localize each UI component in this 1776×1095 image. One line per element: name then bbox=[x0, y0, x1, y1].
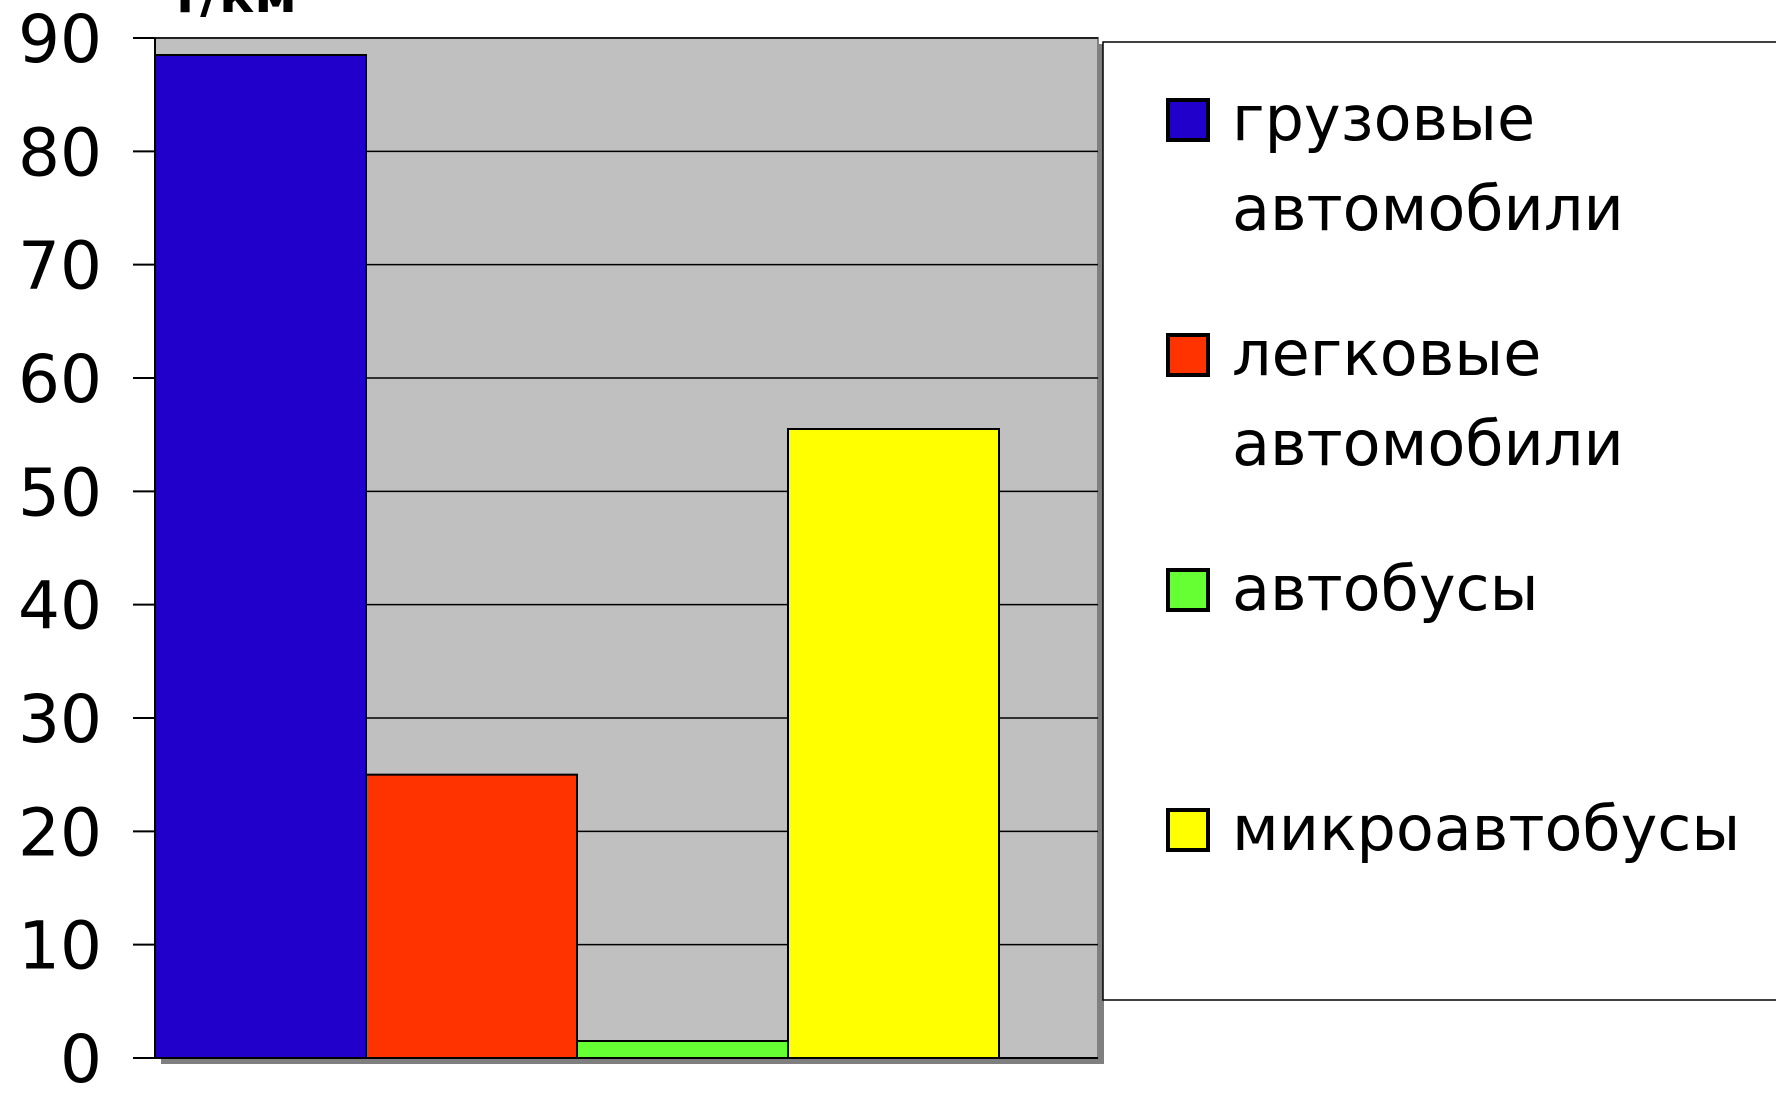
y-tick-label: 70 bbox=[18, 228, 102, 305]
legend-label-line: легковые bbox=[1232, 317, 1541, 390]
y-axis: 0 10 20 30 40 50 60 70 80 90 bbox=[18, 1, 1098, 1095]
bar bbox=[787, 428, 1000, 1059]
legend-swatch bbox=[1166, 98, 1210, 142]
legend: грузовые автомобили легковые автомобили авто… bbox=[1102, 41, 1776, 1001]
y-axis-unit-label: т/км bbox=[170, 0, 297, 25]
legend-swatch bbox=[1166, 568, 1210, 612]
legend-box bbox=[1102, 41, 1776, 1001]
legend-label: микроавтобусы bbox=[1232, 792, 1740, 865]
legend-label-line: автомобили bbox=[1232, 407, 1624, 480]
bars bbox=[154, 54, 1000, 1060]
legend-label: легковые автомобили bbox=[1232, 317, 1624, 480]
bar bbox=[365, 773, 578, 1060]
y-tick-label: 50 bbox=[18, 454, 102, 531]
bar bbox=[576, 1040, 789, 1059]
y-tick-label: 10 bbox=[18, 908, 102, 985]
y-tick-label: 20 bbox=[18, 794, 102, 871]
y-tick-label: 40 bbox=[18, 568, 102, 645]
legend-label-line: микроавтобусы bbox=[1232, 792, 1740, 865]
y-tick-label: 60 bbox=[18, 341, 102, 418]
legend-label-line: автомобили bbox=[1232, 172, 1624, 245]
legend-label: автобусы bbox=[1232, 552, 1539, 625]
legend-swatch bbox=[1166, 333, 1210, 377]
y-tick-label: 90 bbox=[18, 1, 102, 78]
bar bbox=[154, 54, 367, 1059]
y-tick-label: 0 bbox=[60, 1021, 102, 1095]
legend-label: грузовые автомобили bbox=[1232, 82, 1624, 245]
legend-label-line: грузовые bbox=[1232, 82, 1535, 155]
legend-label-line: автобусы bbox=[1232, 552, 1539, 625]
legend-swatch bbox=[1166, 808, 1210, 852]
y-tick-label: 30 bbox=[18, 681, 102, 758]
y-tick-label: 80 bbox=[18, 114, 102, 191]
